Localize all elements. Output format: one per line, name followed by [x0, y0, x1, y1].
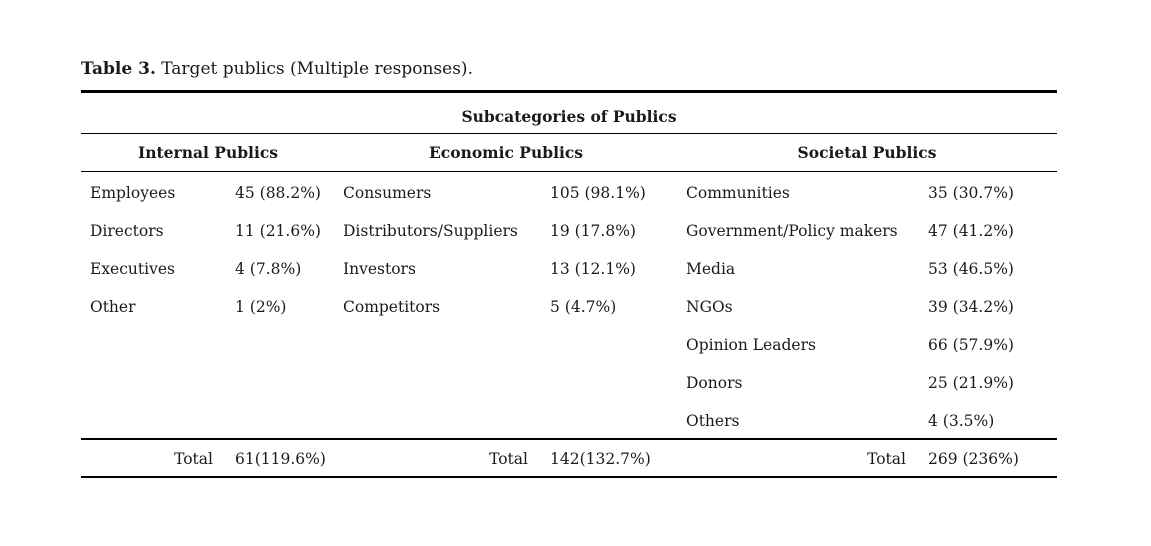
total-value-internal: 61(119.6%) — [235, 449, 326, 468]
rule-above-totals — [81, 438, 1057, 440]
table-caption-number: Table 3. — [81, 59, 156, 79]
group-header-societal: Societal Publics — [797, 142, 937, 162]
total-value-economic: 142(132.7%) — [550, 449, 651, 468]
row-value: 5 (4.7%) — [550, 298, 617, 317]
total-label-internal: Total — [174, 449, 213, 468]
row-label: Media — [686, 260, 736, 279]
empty-cell — [550, 362, 677, 400]
row-label: Other — [90, 298, 136, 317]
total-label-societal: Total — [867, 449, 906, 468]
empty-cell — [550, 400, 677, 438]
rule-under-spanner — [81, 132, 1057, 134]
total-label-economic: Total — [489, 449, 528, 468]
row-label: Directors — [90, 222, 164, 241]
row-value: 1 (2%) — [235, 298, 287, 317]
table-body: Employees 45 (88.2%) Consumers 105 (98.1… — [81, 172, 1057, 438]
empty-cell — [550, 324, 677, 362]
group-header-row: Internal Publics Economic Publics Societ… — [81, 134, 1057, 171]
empty-cell — [335, 362, 550, 400]
row-value: 45 (88.2%) — [235, 184, 321, 203]
table-top-rule — [81, 90, 1057, 93]
table-caption-text: Target publics (Multiple responses). — [155, 59, 473, 79]
row-value: 66 (57.9%) — [928, 336, 1014, 355]
group-header-economic: Economic Publics — [428, 142, 584, 162]
empty-cell — [81, 324, 235, 362]
row-label: Communities — [686, 184, 790, 203]
row-value: 25 (21.9%) — [928, 374, 1014, 393]
empty-cell — [335, 324, 550, 362]
empty-cell — [81, 362, 235, 400]
totals-row: Total 61(119.6%) Total 142(132.7%) Total… — [81, 440, 1057, 476]
rule-under-group-headers — [81, 170, 1057, 173]
row-label: Investors — [343, 260, 416, 279]
row-value: 4 (3.5%) — [928, 412, 995, 431]
empty-cell — [235, 362, 335, 400]
row-value: 47 (41.2%) — [928, 222, 1014, 241]
empty-cell — [235, 400, 335, 438]
row-label: Competitors — [343, 298, 441, 317]
empty-cell — [81, 400, 235, 438]
row-value: 11 (21.6%) — [235, 222, 321, 241]
row-label: Opinion Leaders — [686, 336, 816, 355]
row-label: Donors — [686, 374, 743, 393]
row-label: Distributors/Suppliers — [343, 222, 518, 241]
row-value: 53 (46.5%) — [928, 260, 1014, 279]
row-label: Employees — [90, 184, 176, 203]
empty-cell — [235, 324, 335, 362]
row-label: Government/Policy makers — [686, 222, 898, 241]
row-label: Consumers — [343, 184, 432, 203]
row-value: 4 (7.8%) — [235, 260, 302, 279]
row-value: 13 (12.1%) — [550, 260, 636, 279]
row-label: Others — [686, 412, 740, 431]
group-header-internal: Internal Publics — [137, 142, 278, 162]
row-label: Executives — [90, 260, 175, 279]
row-value: 35 (30.7%) — [928, 184, 1014, 203]
empty-cell — [335, 400, 550, 438]
row-label: NGOs — [686, 298, 733, 317]
target-publics-table: Subcategories of Publics Internal Public… — [81, 90, 1057, 479]
row-value: 39 (34.2%) — [928, 298, 1014, 317]
table-bottom-rule — [81, 475, 1057, 479]
total-value-societal: 269 (236%) — [928, 449, 1019, 468]
table-spanner-header: Subcategories of Publics — [461, 107, 677, 127]
row-value: 19 (17.8%) — [550, 222, 636, 241]
table-caption: Table 3. Target publics (Multiple respon… — [81, 57, 1151, 81]
row-value: 105 (98.1%) — [550, 184, 646, 203]
